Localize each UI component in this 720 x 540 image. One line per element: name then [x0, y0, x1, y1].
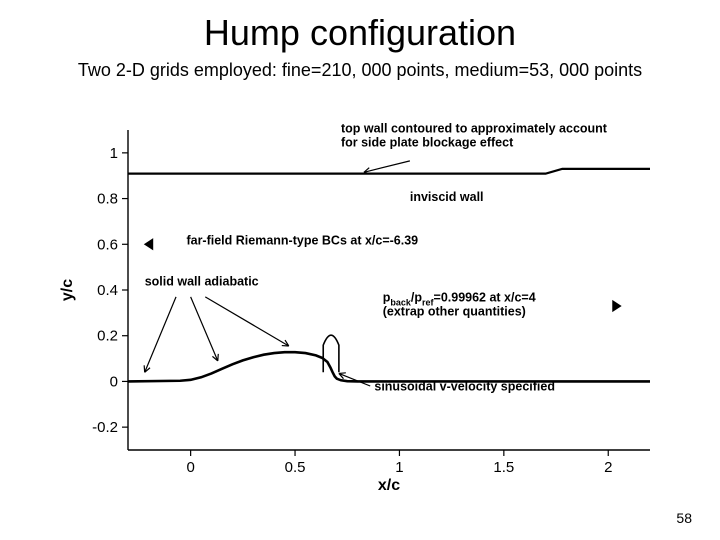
- svg-text:1: 1: [395, 459, 403, 476]
- svg-text:solid wall adiabatic: solid wall adiabatic: [145, 274, 259, 288]
- slide: Hump configuration Two 2-D grids employe…: [0, 0, 720, 540]
- svg-text:0.6: 0.6: [97, 236, 118, 253]
- svg-text:0.2: 0.2: [97, 328, 118, 345]
- svg-text:0: 0: [186, 459, 194, 476]
- svg-text:y/c: y/c: [59, 279, 76, 301]
- svg-text:sinusoidal v-velocity specifie: sinusoidal v-velocity specified: [374, 380, 555, 394]
- svg-text:1: 1: [110, 145, 118, 162]
- chart-svg: -0.2 0 0.2 0.4 0.6 0.8 1 0 0.5 1 1.5 2 x/c y/c top wal…: [50, 110, 670, 490]
- svg-text:2: 2: [604, 459, 612, 476]
- svg-text:for side plate blockage effect: for side plate blockage effect: [341, 135, 514, 149]
- slide-subtitle: Two 2-D grids employed: fine=210, 000 po…: [0, 60, 720, 81]
- svg-text:0.8: 0.8: [97, 191, 118, 208]
- svg-text:far-field Riemann-type BCs at: far-field Riemann-type BCs at x/c=-6.39: [186, 233, 418, 247]
- svg-text:inviscid wall: inviscid wall: [410, 190, 484, 204]
- svg-text:0.4: 0.4: [97, 282, 118, 299]
- page-number: 58: [676, 510, 692, 526]
- slide-title: Hump configuration: [0, 12, 720, 54]
- svg-text:x/c: x/c: [378, 477, 400, 490]
- svg-text:-0.2: -0.2: [92, 419, 118, 436]
- svg-text:1.5: 1.5: [493, 459, 514, 476]
- svg-text:0.5: 0.5: [285, 459, 306, 476]
- svg-text:0: 0: [110, 373, 118, 390]
- hump-schematic-chart: -0.2 0 0.2 0.4 0.6 0.8 1 0 0.5 1 1.5 2 x/c y/c top wal…: [50, 110, 670, 490]
- svg-text:top wall contoured to approxim: top wall contoured to approximately acco…: [341, 121, 608, 135]
- svg-text:(extrap other quantities): (extrap other quantities): [383, 304, 526, 318]
